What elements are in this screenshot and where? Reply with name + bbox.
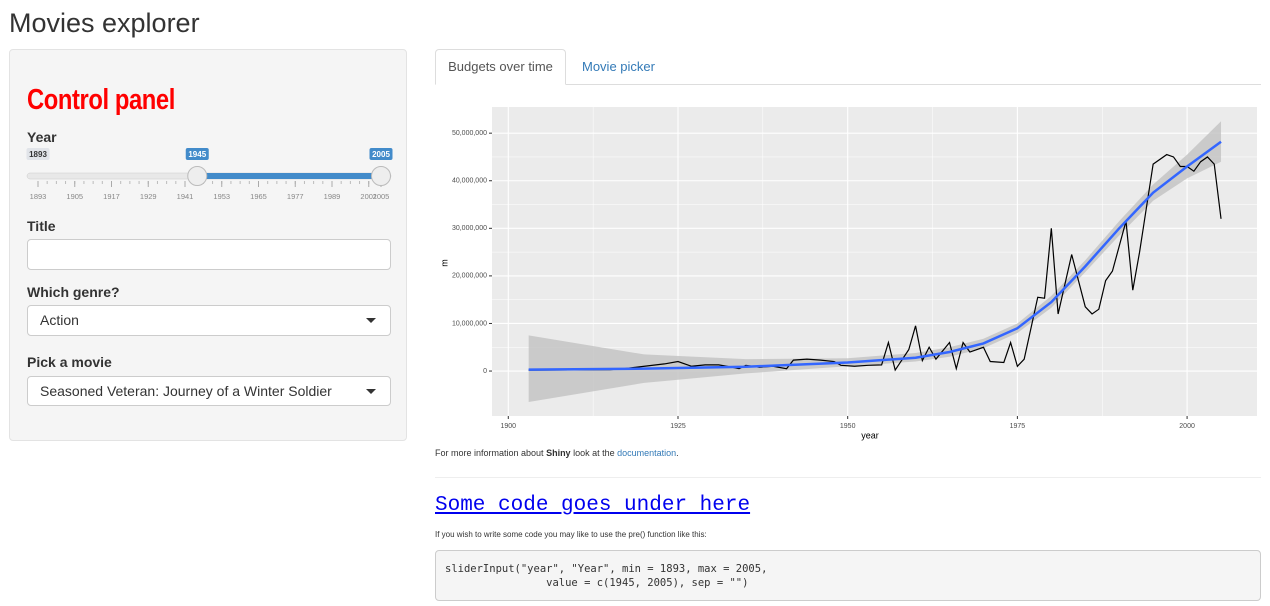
confidence-band xyxy=(528,121,1222,402)
slider-tick-label: 1905 xyxy=(66,192,83,201)
genre-label: Which genre? xyxy=(27,284,120,300)
title-input[interactable] xyxy=(27,239,391,270)
x-tick-label: 1925 xyxy=(670,423,686,430)
sidebar-heading: Control panel xyxy=(27,84,175,116)
divider xyxy=(435,477,1261,478)
y-tick-label: 30,000,000 xyxy=(452,225,487,232)
slider-bubble-label: 1893 xyxy=(29,150,47,159)
slider-tick-label: 1917 xyxy=(103,192,120,201)
code-block: sliderInput("year", "Year", min = 1893, … xyxy=(435,550,1261,601)
y-tick-label: 20,000,000 xyxy=(452,273,487,280)
slider-tick-label: 1965 xyxy=(250,192,267,201)
code-intro: If you wish to write some code you may l… xyxy=(435,530,707,539)
chart: year m 1900 1925 1950 1975 2000 0 10,000,000 20… xyxy=(439,107,1257,440)
movie-select[interactable]: Seasoned Veteran: Journey of a Winter So… xyxy=(27,376,391,406)
app-title: Movies explorer xyxy=(9,8,200,38)
genre-select[interactable]: Action xyxy=(27,305,391,336)
slider-tick-label: 2001 xyxy=(360,192,377,201)
doc-link[interactable]: documentation xyxy=(617,448,677,458)
info-text: look at the xyxy=(570,448,618,458)
y-tick-label: 0 xyxy=(483,368,487,375)
x-tick-label: 2000 xyxy=(1179,423,1195,430)
slider-handle[interactable] xyxy=(187,166,208,186)
slider-graphic: 1893 1905 1917 1929 1941 1953 1965 1977 1989 2001… xyxy=(26,148,393,201)
info-text: . xyxy=(676,448,679,458)
slider-tick-label: 1941 xyxy=(177,192,194,201)
info-line: For more information about Shiny look at… xyxy=(435,448,679,458)
movie-label: Pick a movie xyxy=(27,354,112,370)
slider-bubble-label: 1945 xyxy=(188,150,206,159)
slider-range xyxy=(197,173,381,179)
info-bold: Shiny xyxy=(546,448,571,458)
slider-label: Year xyxy=(27,129,57,145)
x-tick-label: 1900 xyxy=(501,423,517,430)
slider-bubble xyxy=(26,148,50,160)
x-tick-label: 1950 xyxy=(840,423,856,430)
movie-value: Seasoned Veteran: Journey of a Winter So… xyxy=(40,383,332,399)
year-slider[interactable]: 1893 1905 1917 1929 1941 1953 1965 1977 1989 2001… xyxy=(10,146,408,206)
slider-tick-label: 1929 xyxy=(140,192,157,201)
info-text: For more information about xyxy=(435,448,547,458)
title-label: Title xyxy=(27,218,56,234)
smooth-line xyxy=(528,140,1222,371)
y-tick-label: 50,000,000 xyxy=(452,130,487,137)
y-axis-label: m xyxy=(439,259,449,267)
slider-tick-label: 1977 xyxy=(287,192,304,201)
x-tick-label: 1975 xyxy=(1010,423,1026,430)
slider-tick-label: 1953 xyxy=(213,192,230,201)
y-tick-label: 40,000,000 xyxy=(452,178,487,185)
genre-value: Action xyxy=(40,312,79,328)
slider-tick-label: 1989 xyxy=(324,192,341,201)
slider-tick-label: 1893 xyxy=(30,192,47,201)
code-heading[interactable]: Some code goes under here xyxy=(435,494,751,517)
slider-bubble xyxy=(369,148,393,160)
slider-bubble xyxy=(185,148,209,160)
x-axis-label: year xyxy=(861,430,879,440)
tab-rule xyxy=(435,84,1261,85)
sidebar: Control panel Year 1893 1905 1917 1929 1941 1… xyxy=(9,49,407,441)
slider-handle[interactable] xyxy=(371,166,391,186)
tab[interactable]: Movie picker xyxy=(582,59,655,74)
tab-active[interactable]: Budgets over time xyxy=(435,49,566,85)
slider-bubble-label: 2005 xyxy=(372,150,390,159)
slider-tick-label: 2005 xyxy=(373,192,390,201)
y-tick-label: 10,000,000 xyxy=(452,320,487,327)
